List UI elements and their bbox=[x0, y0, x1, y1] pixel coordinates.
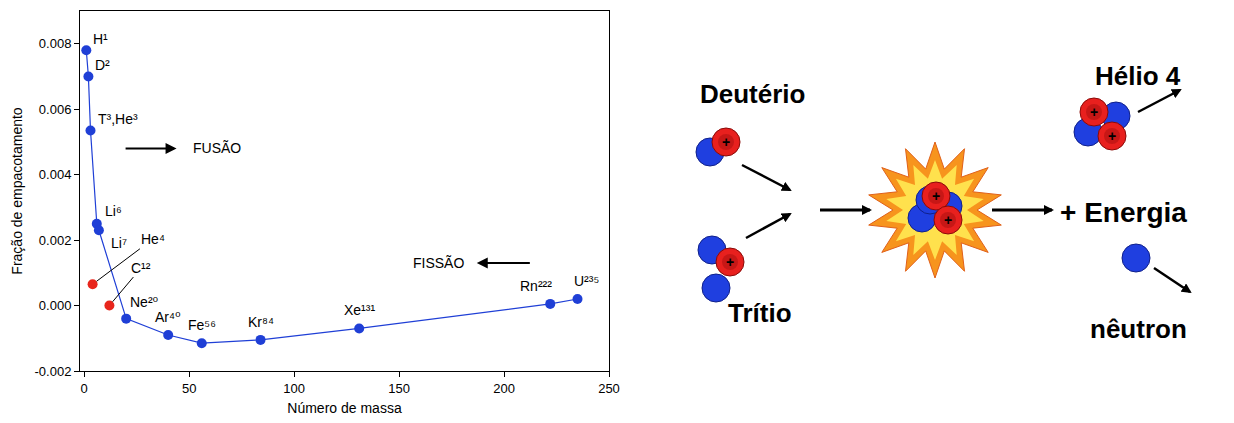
svg-text:U²³⁵: U²³⁵ bbox=[574, 273, 599, 289]
svg-text:-0.002: -0.002 bbox=[35, 364, 72, 379]
svg-text:Fe⁵⁶: Fe⁵⁶ bbox=[188, 317, 216, 333]
svg-text:Hélio 4: Hélio 4 bbox=[1095, 61, 1181, 91]
svg-text:+ Energia: + Energia bbox=[1060, 197, 1187, 228]
svg-text:+: + bbox=[944, 212, 952, 228]
svg-text:150: 150 bbox=[388, 381, 410, 396]
svg-text:Kr⁸⁴: Kr⁸⁴ bbox=[248, 314, 274, 330]
svg-text:Número de massa: Número de massa bbox=[287, 400, 402, 416]
svg-text:nêutron: nêutron bbox=[1090, 314, 1187, 344]
svg-text:He⁴: He⁴ bbox=[141, 231, 165, 247]
svg-text:50: 50 bbox=[182, 381, 196, 396]
svg-text:H¹: H¹ bbox=[93, 31, 108, 47]
svg-text:FUSÃO: FUSÃO bbox=[193, 140, 241, 156]
svg-text:FISSÃO: FISSÃO bbox=[413, 255, 464, 271]
svg-text:Li⁶: Li⁶ bbox=[105, 203, 122, 219]
svg-text:+: + bbox=[726, 254, 734, 270]
svg-text:Ne²⁰: Ne²⁰ bbox=[130, 294, 159, 310]
svg-text:0.002: 0.002 bbox=[39, 233, 72, 248]
svg-text:T³,He³: T³,He³ bbox=[98, 111, 138, 127]
svg-text:0.004: 0.004 bbox=[39, 167, 72, 182]
svg-text:+: + bbox=[1108, 128, 1116, 144]
svg-text:D²: D² bbox=[95, 57, 110, 73]
svg-text:0.008: 0.008 bbox=[39, 36, 72, 51]
svg-text:0: 0 bbox=[81, 381, 88, 396]
svg-text:C¹²: C¹² bbox=[131, 260, 151, 276]
svg-text:100: 100 bbox=[283, 381, 305, 396]
svg-text:0.006: 0.006 bbox=[39, 102, 72, 117]
svg-text:Rn²²²: Rn²²² bbox=[520, 278, 552, 294]
svg-text:Deutério: Deutério bbox=[700, 79, 805, 109]
svg-text:0.000: 0.000 bbox=[39, 298, 72, 313]
svg-text:+: + bbox=[722, 134, 730, 150]
svg-text:+: + bbox=[1090, 104, 1098, 120]
svg-text:250: 250 bbox=[598, 381, 620, 396]
svg-text:Xe¹³¹: Xe¹³¹ bbox=[344, 302, 375, 318]
svg-text:200: 200 bbox=[493, 381, 515, 396]
svg-text:Fração de empacotamento: Fração de empacotamento bbox=[9, 107, 25, 275]
svg-text:Li⁷: Li⁷ bbox=[111, 235, 127, 251]
svg-text:Trítio: Trítio bbox=[728, 298, 792, 328]
svg-text:+: + bbox=[932, 188, 940, 204]
svg-text:Ar⁴⁰: Ar⁴⁰ bbox=[155, 309, 181, 325]
